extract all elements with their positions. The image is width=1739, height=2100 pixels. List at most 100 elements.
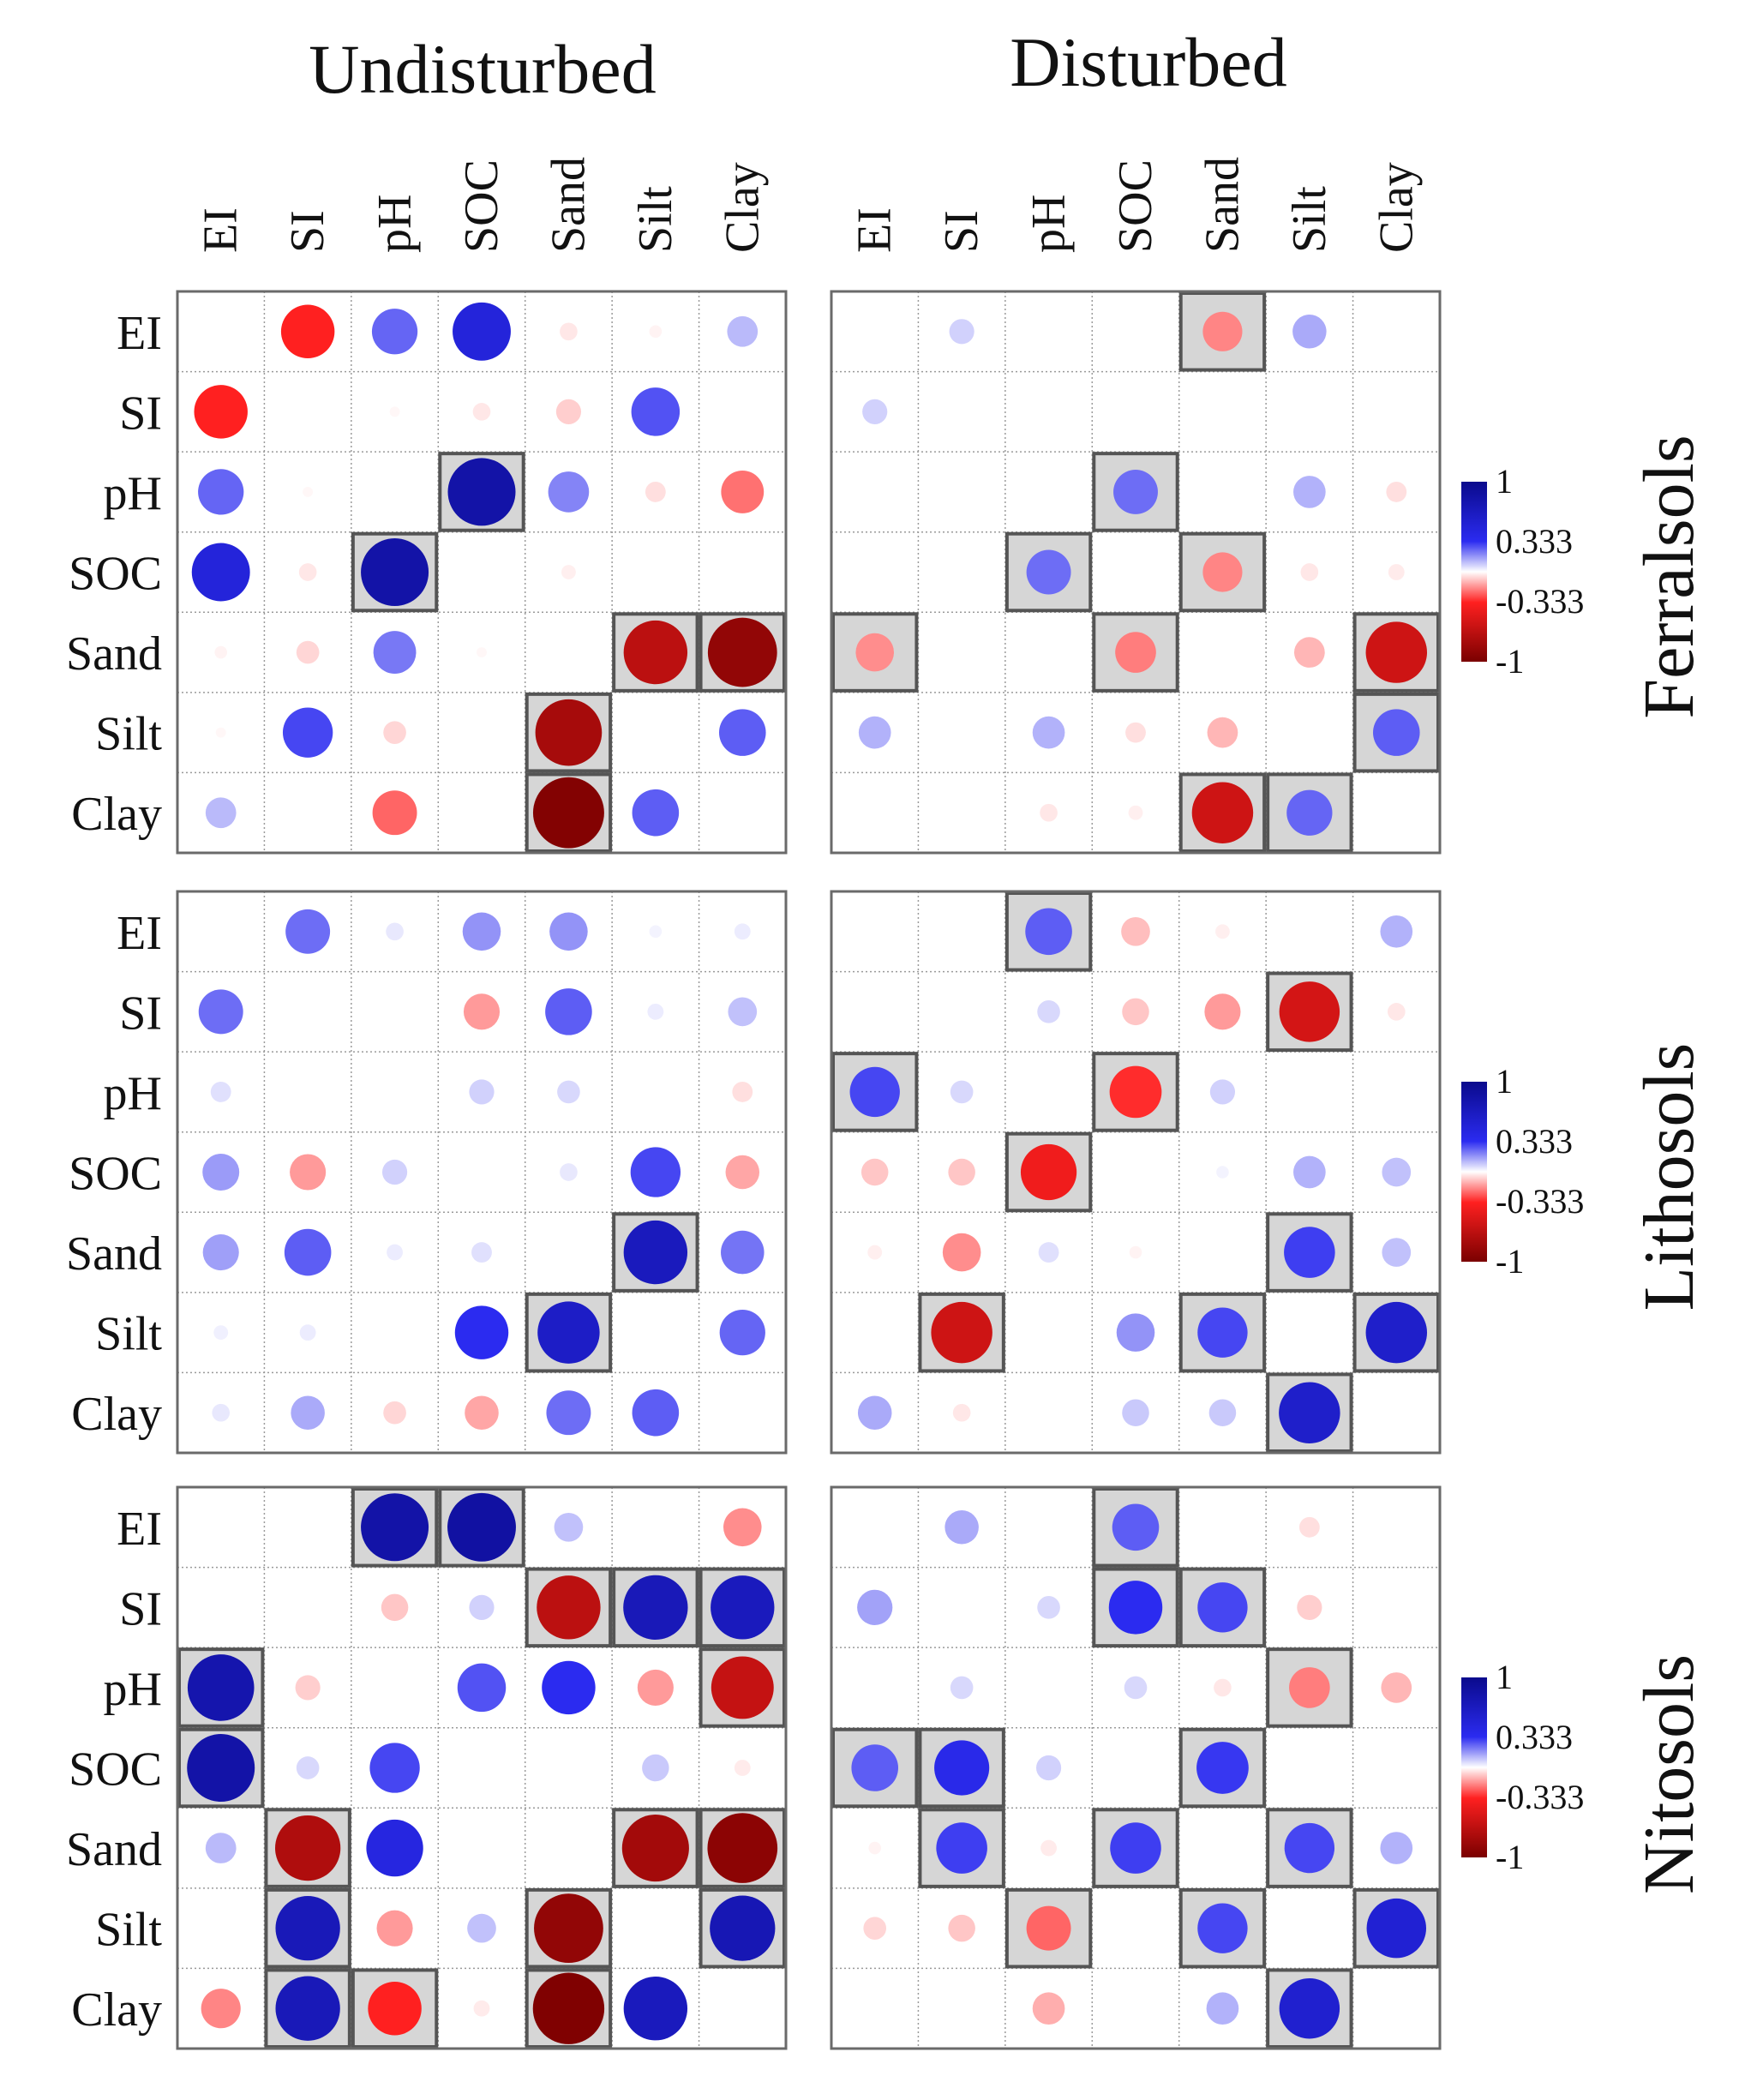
correlation-dot-silt-clay <box>710 1895 776 1961</box>
correlation-dot-sand-ei <box>214 645 228 659</box>
correlation-dot-si-soc <box>472 403 491 421</box>
correlation-dot-ei-sand <box>1202 311 1243 351</box>
correlation-dot-sand-silt <box>1284 1227 1335 1278</box>
correlation-dot-silt-ph <box>376 1910 413 1947</box>
correlation-dot-ph-sand <box>1209 1079 1236 1105</box>
correlation-dot-clay-silt <box>623 1977 688 2041</box>
correlation-dot-silt-sand <box>1197 1307 1248 1358</box>
correlation-dot-ph-clay <box>1381 1672 1412 1703</box>
correlation-dot-sand-si <box>275 1815 341 1881</box>
correlation-dot-si-clay <box>711 1575 775 1640</box>
correlation-dot-ph-soc <box>457 1663 507 1713</box>
correlation-dot-soc-ei <box>202 1154 240 1191</box>
correlation-dot-soc-ei <box>861 1158 889 1186</box>
column-label-si: SI <box>281 210 334 253</box>
correlation-dot-sand-silt <box>1293 637 1325 668</box>
row-label-si: SI <box>119 987 162 1040</box>
correlation-dot-si-ph <box>389 406 400 417</box>
correlation-dot-soc-sand <box>560 1163 578 1181</box>
correlation-dot-sand-soc <box>1129 1245 1142 1259</box>
row-label-silt: Silt <box>95 1308 162 1361</box>
correlation-dot-soc-clay <box>1382 1157 1412 1187</box>
correlation-dot-soc-si <box>948 1158 975 1186</box>
correlation-dot-soc-si <box>934 1740 990 1796</box>
correlation-dot-silt-sand <box>537 1301 600 1364</box>
row-label-si: SI <box>119 387 162 440</box>
correlation-dot-si-soc <box>1122 998 1149 1026</box>
correlation-dot-si-ei <box>194 385 248 439</box>
correlation-dot-soc-silt <box>1293 1155 1326 1189</box>
correlation-dot-si-ei <box>198 989 243 1035</box>
correlation-dot-silt-clay <box>1365 1301 1428 1364</box>
correlation-dot-clay-sand <box>532 777 604 849</box>
correlation-dot-clay-sand <box>1208 1399 1237 1426</box>
column-header-undisturbed: Undisturbed <box>309 30 656 108</box>
row-label-ei: EI <box>117 907 162 960</box>
column-label-clay: Clay <box>716 162 769 253</box>
correlation-dot-si-soc <box>1108 1581 1163 1635</box>
row-label-silt: Silt <box>95 708 162 761</box>
correlation-dot-sand-silt <box>1284 1822 1335 1874</box>
correlation-dot-sand-ei <box>202 1234 239 1271</box>
panel-lithosols-disturbed <box>830 890 1442 1455</box>
correlation-dot-ph-silt <box>1289 1667 1330 1708</box>
column-label-sand: Sand <box>1196 157 1249 253</box>
correlation-dot-ei-soc <box>462 912 501 951</box>
correlation-dot-clay-ph <box>368 1981 422 2036</box>
correlation-dot-sand-clay <box>721 1230 765 1275</box>
correlation-dot-sand-ph <box>373 631 417 674</box>
color-scale-tick-label: 0.333 <box>1496 1122 1573 1161</box>
correlation-dot-soc-ei <box>191 543 250 602</box>
correlation-dot-clay-soc <box>473 2000 490 2017</box>
correlation-dot-soc-ph <box>1026 549 1071 595</box>
correlation-dot-ei-ph <box>361 1493 429 1562</box>
correlation-dot-ei-ph <box>1025 908 1072 956</box>
correlation-dot-ph-si <box>295 1675 321 1701</box>
row-header-ferralsols: Ferralsols <box>1629 435 1709 718</box>
correlation-dot-silt-sand <box>535 699 603 766</box>
correlation-dot-silt-ph <box>1032 716 1065 749</box>
correlation-dot-silt-si <box>948 1914 975 1942</box>
correlation-dot-sand-si <box>936 1822 987 1874</box>
correlation-dot-ph-sand <box>557 1080 580 1104</box>
correlation-dot-si-ph <box>1037 1000 1060 1023</box>
color-scale-bar <box>1461 1677 1487 1857</box>
correlation-dot-soc-silt <box>630 1147 681 1197</box>
correlation-dot-ei-si <box>280 304 335 359</box>
correlation-dot-silt-ei <box>213 1325 229 1341</box>
row-label-ei: EI <box>117 307 162 360</box>
correlation-dot-clay-soc <box>1122 1399 1149 1426</box>
row-header-nitosols: Nitosols <box>1629 1654 1709 1894</box>
correlation-dot-ei-ph <box>371 309 418 355</box>
color-scale-tick-label: 0.333 <box>1496 522 1573 561</box>
correlation-dot-silt-ph <box>383 721 406 744</box>
correlation-dot-clay-ei <box>205 797 237 829</box>
correlation-dot-clay-sand <box>1191 782 1254 843</box>
correlation-dot-ph-soc <box>1124 1676 1148 1700</box>
correlation-dot-sand-clay <box>1380 1832 1413 1864</box>
correlation-dot-si-ei <box>862 399 888 424</box>
panel-ferralsols-disturbed: EI SI pH SOC Sand Silt Clay <box>830 157 1442 855</box>
correlation-dot-sand-silt <box>621 1815 689 1882</box>
correlation-dot-soc-silt <box>642 1754 669 1782</box>
color-scale-tick-label: -1 <box>1496 1242 1524 1281</box>
correlation-dot-ph-clay <box>732 1082 753 1102</box>
panel-nitosols-disturbed <box>830 1485 1442 2050</box>
color-scale-tick-label: -0.333 <box>1496 582 1584 621</box>
correlation-dot-silt-sand <box>1197 1903 1248 1953</box>
correlation-dot-ph-ei <box>849 1066 900 1118</box>
correlation-dot-clay-ei <box>857 1395 892 1430</box>
correlation-dot-ei-silt <box>649 325 663 339</box>
row-label-silt: Silt <box>95 1904 162 1957</box>
correlation-dot-soc-ph <box>369 1743 420 1793</box>
correlation-dot-si-clay <box>728 997 758 1027</box>
correlation-dot-clay-sand <box>1206 1992 1239 2025</box>
correlation-dot-sand-si <box>942 1233 981 1272</box>
correlation-dot-ei-silt <box>1298 1516 1320 1538</box>
correlation-dot-clay-si <box>291 1395 325 1430</box>
correlation-dot-ei-si <box>949 319 974 345</box>
panel-lithosols-undisturbed: EI SI pH SOC Sand Silt Clay <box>66 890 788 1455</box>
correlation-dot-silt-ei <box>858 716 891 749</box>
panel-nitosols-undisturbed: EI SI pH SOC Sand Silt Clay <box>66 1485 788 2050</box>
